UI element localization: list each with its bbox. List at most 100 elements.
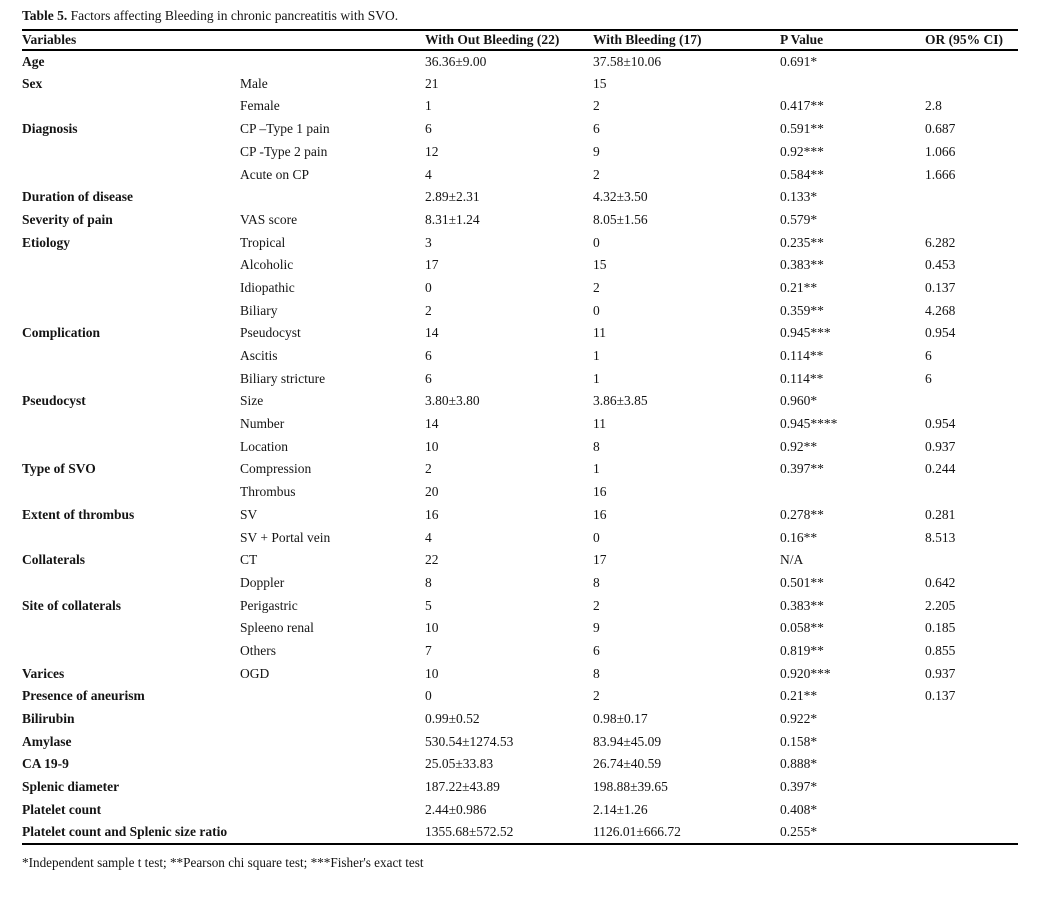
table-row: Splenic diameter 187.22±43.89 198.88±39.65… [22,776,1018,799]
table-body: Age 36.36±9.00 37.58±10.06 0.691* Sex Male 21 1… [22,50,1018,845]
table-cell: Biliary [240,302,278,318]
table-cell: Compression [240,461,312,477]
table-cell: 187.22±43.89 [425,779,500,795]
table-cell [22,163,240,186]
table-cell: Collaterals [22,552,85,568]
column-header-subcategory [240,29,425,51]
table-cell: 2.205 [925,597,956,613]
table-cell: 3.80±3.80 [425,393,480,409]
table-cell [22,436,240,459]
table-cell: 1 [593,370,600,386]
table-cell [925,708,1018,731]
table-cell [22,95,240,118]
table-cell [925,50,1018,73]
table-cell: 0.383** [780,597,824,613]
table-cell: 0.922* [780,711,818,727]
table-cell: Type of SVO [22,461,96,477]
table-cell [240,753,425,776]
table-cell: Platelet count [22,801,102,817]
table-row: Sex Male 21 15 [22,73,1018,96]
table-cell: 8.31±1.24 [425,211,480,227]
table-cell [925,209,1018,232]
table-cell: Sex [22,75,43,91]
table-cell [925,186,1018,209]
table-cell [22,277,240,300]
table-cell: Tropical [240,234,286,250]
table-cell [240,50,425,73]
table-cell: Severity of pain [22,211,113,227]
table-cell: 8 [593,438,600,454]
table-cell: Location [240,438,288,454]
table-cell: Site of collaterals [22,597,121,613]
table-cell: 0.21** [780,279,818,295]
table-cell: 0.819** [780,642,824,658]
table-cell: Perigastric [240,597,298,613]
table-cell: 11 [593,416,606,432]
table-cell: 2 [425,302,432,318]
table-cell: Number [240,416,285,432]
table-cell: Thrombus [240,484,296,500]
table-cell: Idiopathic [240,279,295,295]
table-cell: 1.066 [925,143,956,159]
table-cell: 8 [593,665,600,681]
table-cell [240,799,425,822]
table-cell: 83.94±45.09 [593,733,662,749]
table-row: Thrombus 20 16 [22,481,1018,504]
table-cell [925,481,1018,504]
table-cell: 0.960* [780,393,818,409]
table-cell: 198.88±39.65 [593,779,668,795]
table-cell [22,254,240,277]
table-cell: 4 [425,529,432,545]
table-cell: 10 [425,620,439,636]
table-cell [925,390,1018,413]
table-row: Female 1 2 0.417** 2.8 [22,95,1018,118]
table-cell: 6 [425,370,432,386]
column-header-variables: Variables [22,29,240,51]
table-cell: Duration of disease [22,189,133,205]
table-cell: 9 [593,620,600,636]
table-cell: 6 [425,348,432,364]
table-cell: 0.888* [780,756,818,772]
table-cell: Bilirubin [22,711,75,727]
table-cell: 10 [425,665,439,681]
table-cell: 0.114** [780,370,824,386]
table-cell: 16 [593,484,607,500]
table-cell [925,753,1018,776]
table-cell: 14 [425,416,439,432]
table-row: Location 10 8 0.92** 0.937 [22,436,1018,459]
table-cell: Biliary stricture [240,370,326,386]
table-row: Site of collaterals Perigastric 5 2 0.383** 2… [22,595,1018,618]
table-cell: CP -Type 2 pain [240,143,328,159]
table-cell: 1 [593,348,600,364]
table-cell: 2 [425,461,432,477]
table-cell: 1126.01±666.72 [593,823,681,839]
table-cell: 0.591** [780,121,824,137]
table-cell: 17 [593,552,607,568]
table-cell: 6 [593,642,600,658]
table-cell: CA 19-9 [22,756,69,772]
table-cell [22,368,240,391]
table-cell: 0.235** [780,234,824,250]
table-cell: 0.417** [780,98,824,114]
table-cell: 22 [425,552,439,568]
table-cell: Varices [22,665,65,681]
table-row: Biliary 2 0 0.359** 4.268 [22,300,1018,323]
table-cell: Male [240,75,268,91]
table-caption: Table 5. Factors affecting Bleeding in c… [22,7,1018,24]
table-cell [925,549,1018,572]
table-cell: 0.945**** [780,416,838,432]
table-row: CA 19-9 25.05±33.83 26.74±40.59 0.888* [22,753,1018,776]
table-cell [22,345,240,368]
table-cell: 2 [593,279,600,295]
table-cell [240,776,425,799]
table-cell [240,685,425,708]
table-cell: 0.954 [925,416,956,432]
table-cell: 0.945*** [780,325,831,341]
table-cell: 2 [593,98,600,114]
table-cell: 0.579* [780,211,818,227]
table-cell: 8 [593,574,600,590]
table-row: Age 36.36±9.00 37.58±10.06 0.691* [22,50,1018,73]
table-cell: 0 [593,302,600,318]
table-cell: Platelet count and Splenic size ratio [22,823,228,839]
table-cell: 12 [425,143,439,159]
